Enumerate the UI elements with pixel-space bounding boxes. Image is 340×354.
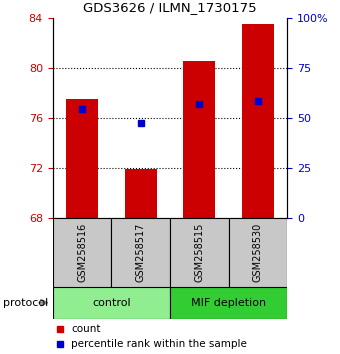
Text: GSM258517: GSM258517: [136, 223, 146, 282]
Text: control: control: [92, 298, 131, 308]
Text: percentile rank within the sample: percentile rank within the sample: [71, 339, 247, 349]
Title: GDS3626 / ILMN_1730175: GDS3626 / ILMN_1730175: [83, 1, 257, 14]
Text: count: count: [71, 324, 101, 333]
Text: protocol: protocol: [3, 298, 49, 308]
FancyBboxPatch shape: [53, 287, 170, 319]
Text: GSM258516: GSM258516: [77, 223, 87, 282]
Bar: [242, 24, 274, 218]
FancyBboxPatch shape: [170, 218, 228, 287]
Text: GSM258530: GSM258530: [253, 223, 263, 282]
Bar: [124, 169, 157, 218]
FancyBboxPatch shape: [112, 218, 170, 287]
FancyBboxPatch shape: [53, 218, 112, 287]
Bar: [183, 62, 216, 218]
Text: GSM258515: GSM258515: [194, 223, 204, 282]
Text: MIF depletion: MIF depletion: [191, 298, 266, 308]
FancyBboxPatch shape: [170, 287, 287, 319]
Bar: [66, 99, 98, 218]
FancyBboxPatch shape: [228, 218, 287, 287]
